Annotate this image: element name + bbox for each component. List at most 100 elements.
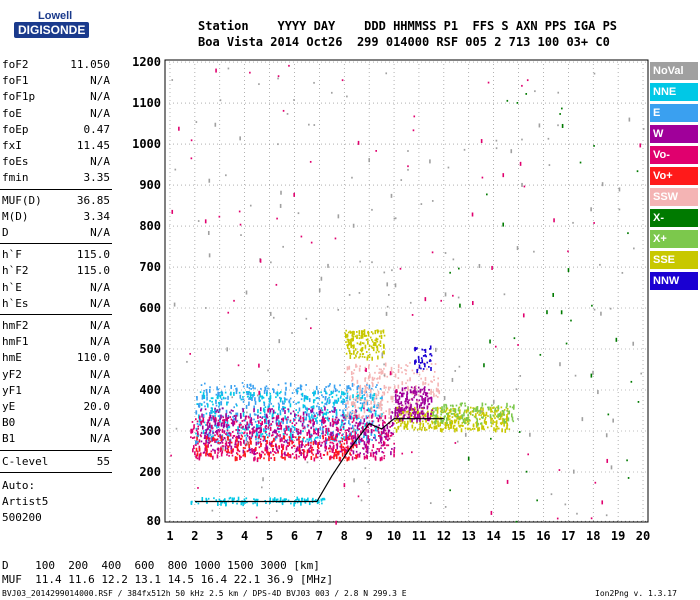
data-point xyxy=(296,390,299,395)
data-point xyxy=(312,449,315,451)
data-point xyxy=(408,407,411,412)
data-point xyxy=(497,407,500,410)
data-point xyxy=(371,338,373,341)
data-point xyxy=(252,430,255,435)
data-point xyxy=(318,443,321,446)
data-point xyxy=(307,442,310,444)
param-value: 3.35 xyxy=(83,171,111,185)
data-point xyxy=(293,192,295,197)
data-point xyxy=(383,350,385,355)
data-point xyxy=(204,442,207,445)
data-point xyxy=(359,440,362,443)
data-point xyxy=(262,396,265,399)
data-point xyxy=(197,425,200,428)
data-point xyxy=(335,423,337,426)
auto-line3: 500200 xyxy=(2,511,42,525)
data-point xyxy=(430,354,433,357)
data-point xyxy=(321,497,324,500)
data-point xyxy=(239,223,242,226)
data-point xyxy=(337,397,340,402)
data-point xyxy=(242,412,245,417)
data-point xyxy=(329,456,331,461)
data-point xyxy=(277,402,280,405)
data-point xyxy=(371,382,374,387)
param-name: C-level xyxy=(2,454,49,468)
legend-item: NNW xyxy=(650,272,698,290)
data-point xyxy=(298,455,300,458)
data-point xyxy=(324,442,327,447)
data-point xyxy=(472,301,474,306)
data-point xyxy=(218,430,221,433)
data-point xyxy=(370,454,372,457)
data-point xyxy=(414,386,416,389)
data-point xyxy=(406,410,408,413)
data-point xyxy=(361,415,364,418)
data-point xyxy=(322,420,325,425)
data-point xyxy=(427,412,429,417)
data-point xyxy=(366,399,369,402)
data-point xyxy=(239,136,241,141)
data-point xyxy=(322,416,324,419)
data-point xyxy=(219,394,222,399)
data-point xyxy=(347,447,350,452)
data-point xyxy=(458,406,461,409)
data-point xyxy=(402,409,404,412)
data-point xyxy=(373,394,376,397)
data-point xyxy=(371,429,373,434)
data-point xyxy=(301,449,304,451)
data-point xyxy=(244,447,246,450)
data-point xyxy=(590,517,593,520)
data-point xyxy=(307,440,310,443)
data-point xyxy=(349,387,351,390)
data-point xyxy=(315,385,318,390)
data-point xyxy=(205,436,208,441)
data-point xyxy=(396,394,399,397)
data-point xyxy=(450,408,452,413)
data-point xyxy=(285,386,287,391)
param-value: 0.47 xyxy=(83,122,111,136)
data-point xyxy=(347,406,350,408)
data-point xyxy=(372,451,375,454)
data-point xyxy=(217,435,220,438)
data-point xyxy=(449,271,451,274)
data-point xyxy=(345,404,347,409)
data-point xyxy=(280,443,283,448)
data-point xyxy=(363,401,366,404)
data-point xyxy=(502,173,505,178)
data-point xyxy=(346,385,348,390)
data-point xyxy=(360,406,363,409)
data-point xyxy=(359,452,362,455)
data-point xyxy=(265,385,268,388)
data-point xyxy=(255,516,258,519)
data-point xyxy=(337,418,340,421)
param-value: N/A xyxy=(90,432,110,446)
data-point xyxy=(263,435,266,440)
data-point xyxy=(345,446,348,449)
data-point xyxy=(599,263,601,266)
footer-muf-row: MUF 11.4 11.6 12.2 13.1 14.5 16.4 22.1 3… xyxy=(2,573,334,586)
data-point xyxy=(219,433,221,438)
data-point xyxy=(446,422,448,425)
data-point xyxy=(229,434,232,437)
data-point xyxy=(328,402,330,405)
data-point xyxy=(324,421,326,424)
data-point xyxy=(362,330,364,333)
data-point xyxy=(245,391,248,393)
data-point xyxy=(416,368,418,373)
data-point xyxy=(248,446,251,451)
data-point xyxy=(370,409,372,414)
data-point xyxy=(468,412,471,414)
data-point xyxy=(238,423,241,428)
data-point xyxy=(232,502,234,504)
data-point xyxy=(258,446,261,449)
data-point xyxy=(220,391,222,394)
data-point xyxy=(359,355,361,358)
data-point xyxy=(277,434,279,437)
param-name: hmE xyxy=(2,351,22,365)
data-point xyxy=(332,425,334,428)
data-point xyxy=(190,436,192,439)
data-point xyxy=(197,427,200,430)
data-point xyxy=(413,372,415,375)
data-point xyxy=(445,404,448,409)
data-point xyxy=(355,432,357,434)
